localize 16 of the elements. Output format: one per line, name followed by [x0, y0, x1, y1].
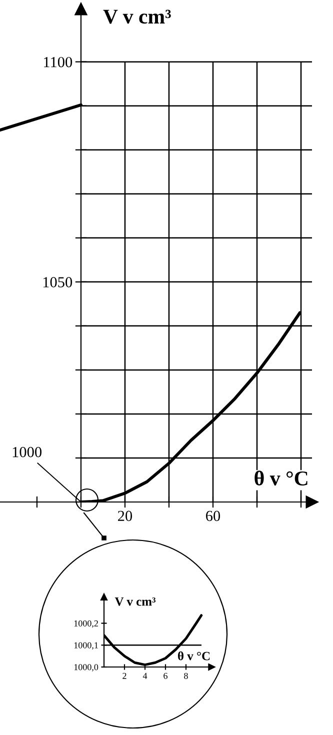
y-tick-label: 1000,1	[74, 642, 98, 650]
y-tick-label: 1000,0	[74, 664, 98, 672]
y-axis-title: V v cm³	[114, 597, 156, 606]
y-tick-label: 1000,2	[74, 620, 98, 628]
annotation: 1000	[12, 446, 42, 458]
y-tick-label: 1100	[44, 56, 72, 68]
x-tick-label: 2	[122, 672, 126, 679]
x-tick-label: 60	[206, 510, 220, 522]
x-tick-label: 6	[164, 672, 168, 679]
x-tick-label: 8	[184, 672, 188, 679]
x-tick-label: 4	[142, 672, 148, 679]
x-tick-label: 20	[118, 510, 132, 522]
x-axis-title: θ v °C	[254, 470, 308, 486]
x-axis-title: θ v °C	[178, 651, 210, 660]
y-tick-label: 1050	[43, 277, 72, 288]
y-axis-title: V v cm³	[103, 10, 171, 24]
